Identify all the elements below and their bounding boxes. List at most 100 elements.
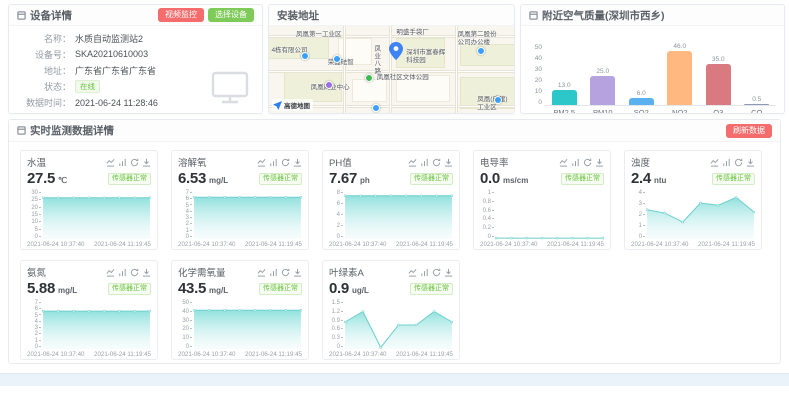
refresh-icon[interactable] xyxy=(583,158,592,167)
sparkline-area-chart xyxy=(646,196,755,239)
refresh-icon[interactable] xyxy=(734,158,743,167)
y-tick-label: 1 xyxy=(186,228,192,234)
refresh-icon[interactable] xyxy=(432,268,441,277)
refresh-data-button[interactable]: 刷新数据 xyxy=(726,123,772,138)
bar xyxy=(705,63,731,105)
device-field: 设备号： SKA20210610003 xyxy=(11,46,256,62)
refresh-icon[interactable] xyxy=(432,158,441,167)
sparkline-x-axis: 2021-06-24 10:37:40 2021-06-24 11:19:45 xyxy=(27,351,151,358)
y-tick-label: 30 xyxy=(31,190,41,196)
online-status-badge: 在线 xyxy=(75,80,100,93)
device-field: 数据时间： 2021-06-24 11:28:46 xyxy=(11,95,256,111)
panel-title: 安装地址 xyxy=(277,9,319,22)
air-quality-panel: 附近空气质量(深圳市西乡) 50 40 30 20 10 0 13.0 25.0 6.0 46.… xyxy=(520,4,785,114)
download-icon[interactable] xyxy=(142,158,151,167)
x-tick-label: O3 xyxy=(713,108,724,114)
download-icon[interactable] xyxy=(444,158,453,167)
refresh-icon[interactable] xyxy=(130,158,139,167)
map-poi-icon xyxy=(332,55,341,64)
map-label: 凤凰第一工业区 xyxy=(295,31,342,39)
metric-value: 0.0 xyxy=(480,170,500,187)
bar-chart-icon[interactable] xyxy=(118,268,127,277)
field-value: SKA20210610003 xyxy=(75,49,149,60)
y-tick-label: 4 xyxy=(639,190,645,196)
amap-logo-text: 高德地图 xyxy=(284,103,310,110)
download-icon[interactable] xyxy=(293,268,302,277)
bar xyxy=(667,50,693,105)
bar-chart-icon[interactable] xyxy=(269,268,278,277)
metric-card: 叶绿素A 0.9 ug/L 传感器正常 1.5 1.2 0.9 0.6 0.3 0 202… xyxy=(322,260,460,360)
metric-value: 7.67 xyxy=(329,170,357,187)
bar xyxy=(590,75,616,105)
line-chart-icon[interactable] xyxy=(559,158,568,167)
panel-title: 设备详情 xyxy=(30,9,72,22)
x-tick-label: NO2 xyxy=(672,108,688,114)
time-start-label: 2021-06-24 10:37:40 xyxy=(178,351,236,358)
metric-value: 2.4 xyxy=(631,170,651,187)
top-row: 设备详情 视频监控 选择设备 名称： 水质自动监测站2 设备号： SKA2021061… xyxy=(8,4,785,114)
line-chart-icon[interactable] xyxy=(106,158,115,167)
y-tick-label: 6 xyxy=(186,196,192,202)
line-chart-icon[interactable] xyxy=(408,268,417,277)
line-chart-icon[interactable] xyxy=(710,158,719,167)
download-icon[interactable] xyxy=(444,268,453,277)
select-device-button[interactable]: 选择设备 xyxy=(208,8,254,22)
bar-chart-icon[interactable] xyxy=(269,158,278,167)
y-tick-label: 7 xyxy=(35,300,41,306)
line-chart-icon[interactable] xyxy=(106,268,115,277)
y-tick-label: 1.2 xyxy=(332,309,343,315)
metric-title: 水温 xyxy=(27,158,47,169)
bar-chart-icon[interactable] xyxy=(420,268,429,277)
bar-slot: 6.0 xyxy=(623,90,660,105)
y-tick-label: 10 xyxy=(182,335,192,341)
sparkline-area-chart xyxy=(495,236,604,240)
y-tick-label: 30 xyxy=(182,318,192,324)
y-tick-label: 0 xyxy=(337,234,343,240)
refresh-icon[interactable] xyxy=(281,268,290,277)
bar xyxy=(744,104,770,105)
bar-chart-icon[interactable] xyxy=(118,158,127,167)
refresh-icon[interactable] xyxy=(130,268,139,277)
download-icon[interactable] xyxy=(142,268,151,277)
download-icon[interactable] xyxy=(746,158,755,167)
bar-chart-icon[interactable] xyxy=(420,158,429,167)
metric-unit: ℃ xyxy=(58,176,67,185)
sensor-status-badge: 传感器正常 xyxy=(410,172,453,185)
sparkline-x-axis: 2021-06-24 10:37:40 2021-06-24 11:19:45 xyxy=(178,241,302,248)
location-pin-icon xyxy=(389,41,404,60)
bar-chart-icon[interactable] xyxy=(722,158,731,167)
sensor-status-badge: 传感器正常 xyxy=(712,172,755,185)
time-end-label: 2021-06-24 11:19:45 xyxy=(94,241,151,248)
metric-card: 电导率 0.0 ms/cm 传感器正常 1 0.8 0.6 0.4 0.2 0 2021-… xyxy=(473,150,611,250)
map-poi-icon xyxy=(494,96,503,105)
line-chart-icon[interactable] xyxy=(408,158,417,167)
metric-sparkline: 50 40 30 20 10 0 xyxy=(178,300,302,350)
line-chart-icon[interactable] xyxy=(257,158,266,167)
video-monitor-button[interactable]: 视频监控 xyxy=(158,8,204,22)
metric-title: 电导率 xyxy=(480,158,509,169)
download-icon[interactable] xyxy=(595,158,604,167)
footer-bar xyxy=(0,386,789,404)
amap-logo[interactable]: 高德地图 xyxy=(272,99,313,111)
line-chart-icon[interactable] xyxy=(257,268,266,277)
sparkline-y-axis: 30 25 20 15 10 5 0 xyxy=(27,190,42,240)
section-title: 实时监测数据详情 xyxy=(30,125,114,137)
y-tick-label: 0.2 xyxy=(483,225,494,231)
y-tick-label: 0 xyxy=(639,234,645,240)
download-icon[interactable] xyxy=(293,158,302,167)
air-chart-x-axis: PM2.5 PM10 SO2 NO2 O3 CO xyxy=(545,106,776,114)
x-tick-label: PM2.5 xyxy=(553,108,576,114)
sparkline-x-axis: 2021-06-24 10:37:40 2021-06-24 11:19:45 xyxy=(480,241,604,248)
y-tick-label: 50 xyxy=(182,300,192,306)
sensor-status-badge: 传感器正常 xyxy=(259,172,302,185)
refresh-icon[interactable] xyxy=(281,158,290,167)
y-tick-label: 50 xyxy=(534,44,542,51)
map[interactable]: 高德地图 凤凰第一工业区 明盛手袋厂 凤凰第二股份公司办公楼 4栋有限公司 荣鑫砝智 凤业… xyxy=(269,26,514,113)
metric-value: 6.53 xyxy=(178,170,206,187)
map-label: 凤凰社区文体公园 xyxy=(376,73,429,81)
bar-chart-icon[interactable] xyxy=(571,158,580,167)
sensor-status-badge: 传感器正常 xyxy=(410,282,453,295)
device-panel-header: 设备详情 视频监控 选择设备 xyxy=(9,5,262,26)
